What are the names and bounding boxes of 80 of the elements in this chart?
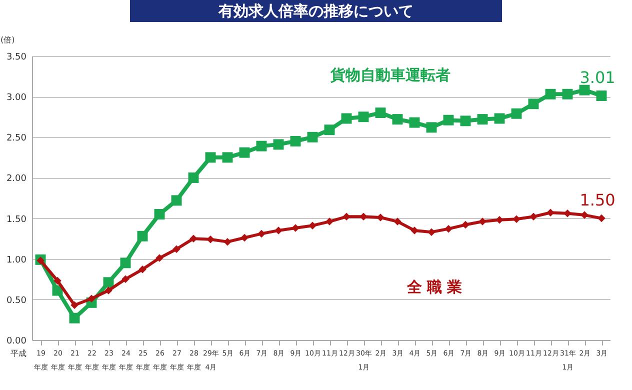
point — [598, 214, 606, 222]
y-axis-title: (倍) — [0, 36, 15, 44]
y-tick-label: 0.00 — [6, 336, 27, 346]
point — [171, 195, 182, 206]
point — [224, 238, 232, 246]
point — [308, 222, 316, 230]
y-tick-label: 0.50 — [6, 296, 27, 306]
point — [580, 211, 588, 219]
point — [70, 301, 78, 309]
data-label: 3.01 — [580, 68, 616, 87]
point — [36, 256, 44, 264]
point — [326, 218, 334, 226]
y-tick-label: 2.00 — [6, 174, 27, 184]
point — [172, 245, 180, 253]
point — [562, 88, 573, 100]
point — [426, 122, 437, 133]
point — [137, 230, 148, 242]
point — [530, 212, 538, 221]
point — [188, 172, 199, 183]
point — [205, 152, 216, 163]
text: 平成 — [10, 349, 26, 358]
point — [579, 84, 590, 96]
y-tick-label: 2.50 — [6, 134, 27, 144]
point — [240, 234, 248, 242]
text: 全 職 業 — [406, 278, 462, 296]
point — [596, 90, 607, 102]
point — [256, 140, 267, 152]
point — [394, 218, 402, 226]
y-tick-label: 1.00 — [6, 255, 27, 266]
y-tick-label: 1.50 — [6, 214, 27, 225]
point — [120, 258, 131, 268]
point — [496, 216, 504, 224]
point — [190, 234, 198, 242]
point — [494, 113, 505, 124]
point — [443, 114, 454, 126]
point — [462, 220, 470, 229]
point — [409, 117, 420, 128]
point — [54, 276, 62, 285]
point — [222, 152, 233, 163]
point — [154, 208, 165, 220]
chart-title: 有効求人倍率の推移について — [130, 0, 502, 22]
text: 貨物自動車運転者 — [330, 66, 450, 84]
point — [138, 266, 146, 274]
point — [88, 294, 96, 302]
point — [156, 254, 164, 262]
point — [103, 277, 114, 288]
point — [376, 214, 384, 222]
point — [358, 112, 369, 122]
point — [546, 208, 554, 216]
y-tick-label: 3.00 — [6, 93, 27, 104]
point — [410, 226, 418, 234]
point — [444, 224, 452, 233]
point — [375, 108, 386, 118]
point — [360, 212, 368, 221]
point — [307, 132, 318, 142]
point — [512, 215, 520, 223]
point — [478, 218, 486, 226]
point — [69, 312, 80, 324]
point — [528, 98, 539, 110]
point — [206, 236, 214, 244]
point — [342, 212, 350, 221]
point — [273, 139, 284, 150]
point — [564, 210, 572, 218]
point — [290, 136, 301, 146]
point — [122, 275, 130, 284]
point — [477, 114, 488, 125]
point — [341, 113, 352, 124]
point — [104, 286, 112, 294]
y-tick-label: 3.50 — [6, 52, 27, 62]
point — [460, 116, 471, 126]
point — [511, 108, 522, 119]
point — [428, 228, 436, 236]
point — [292, 224, 300, 232]
point — [239, 147, 250, 158]
data-label: 1.50 — [580, 190, 616, 210]
point — [392, 114, 403, 125]
point — [258, 230, 266, 238]
point — [545, 88, 556, 100]
point — [324, 124, 335, 136]
point — [274, 226, 282, 234]
